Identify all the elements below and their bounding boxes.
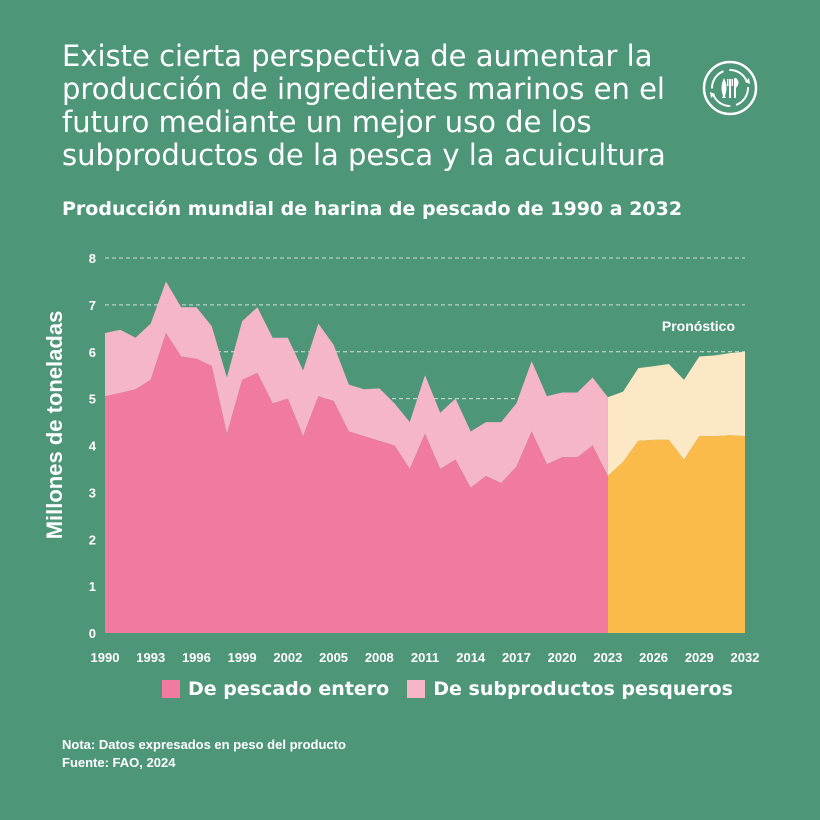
x-tick-label: 2026 <box>639 650 668 665</box>
x-tick-label: 1999 <box>228 650 257 665</box>
y-tick-label: 6 <box>89 345 96 360</box>
y-axis-label: Millones de toneladas <box>42 311 67 540</box>
area-whole-fish-historical <box>105 333 608 633</box>
x-tick-label: 2017 <box>502 650 531 665</box>
y-tick-label: 5 <box>89 392 96 407</box>
y-tick-label: 3 <box>89 485 96 500</box>
legend-label-whole-fish: De pescado entero <box>188 678 390 700</box>
x-tick-label: 2029 <box>685 650 714 665</box>
x-tick-label: 2023 <box>593 650 622 665</box>
y-tick-label: 4 <box>89 439 97 454</box>
x-tick-label: 2032 <box>731 650 760 665</box>
x-tick-label: 2011 <box>411 650 439 665</box>
chart-title: Producción mundial de harina de pescado … <box>62 198 683 220</box>
x-tick-label: 2014 <box>456 650 486 665</box>
legend: De pescado entero De subproductos pesque… <box>162 678 751 700</box>
legend-item-byproducts: De subproductos pesqueros <box>407 678 733 700</box>
y-tick-label: 2 <box>89 532 96 547</box>
source-text: Fuente: FAO, 2024 <box>62 755 176 770</box>
y-tick-label: 1 <box>89 579 96 594</box>
legend-swatch-byproducts <box>407 680 426 698</box>
x-tick-label: 2005 <box>319 650 348 665</box>
area-byproducts-historical <box>105 281 608 488</box>
forecast-label: Pronóstico <box>662 318 735 334</box>
x-tick-label: 1990 <box>91 650 120 665</box>
x-tick-label: 2008 <box>365 650 394 665</box>
y-tick-label: 0 <box>89 626 96 641</box>
x-tick-label: 2002 <box>273 650 302 665</box>
notes: Nota: Datos expresados en peso del produ… <box>62 736 346 772</box>
y-tick-label: 7 <box>89 298 96 313</box>
x-tick-label: 2020 <box>548 650 577 665</box>
y-tick-label: 8 <box>89 251 96 266</box>
legend-item-whole-fish: De pescado entero <box>162 678 389 700</box>
legend-label-byproducts: De subproductos pesqueros <box>433 678 733 700</box>
legend-swatch-whole-fish <box>162 680 180 698</box>
note-text: Nota: Datos expresados en peso del produ… <box>62 737 346 752</box>
fish-cycle-icon <box>702 60 758 116</box>
x-tick-label: 1993 <box>136 650 165 665</box>
y-tick-labels: 0 1 2 3 4 5 6 7 8 <box>89 251 97 641</box>
area-byproducts-forecast <box>607 351 745 476</box>
x-tick-label: 1996 <box>182 650 211 665</box>
areas <box>105 281 745 633</box>
headline: Existe cierta perspectiva de aumentar la… <box>62 39 666 172</box>
x-tick-labels: 1990 1993 1996 1999 2002 2005 2008 2011 2014 2017… <box>91 650 760 665</box>
area-whole-fish-forecast <box>607 435 745 633</box>
